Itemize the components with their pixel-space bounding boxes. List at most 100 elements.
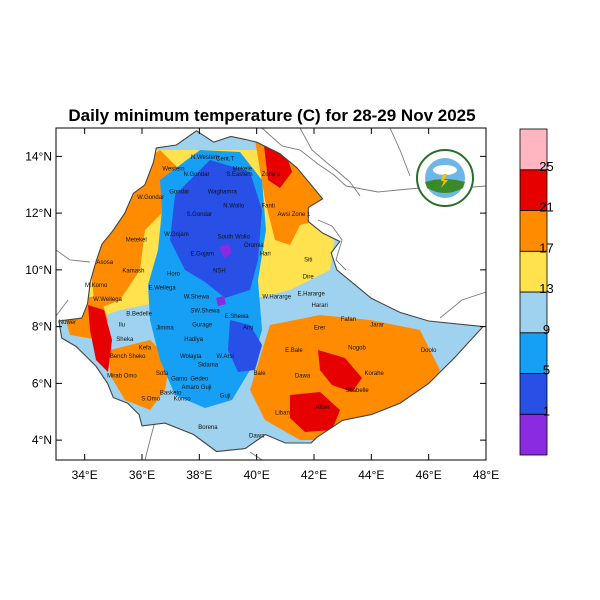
region-label: S.Omo [141, 396, 160, 402]
region-label: Asosa [96, 260, 113, 266]
y-tick-label: 12°N [25, 206, 52, 220]
region-label: Shabelle [345, 388, 369, 394]
x-tick-label: 44°E [358, 468, 384, 482]
colorbar: 1 5 9 13 17 21 25 [519, 128, 554, 456]
y-axis-ticks: 4°N 6°N 8°N 10°N 12°N 14°N [25, 149, 486, 447]
y-tick-label: 6°N [32, 376, 52, 390]
colorbar-swatch [519, 332, 548, 374]
logo-ground [425, 179, 465, 193]
region-label: Gondar [169, 189, 189, 195]
region-label: B.Bedelle [126, 311, 152, 317]
region-label: Guji [220, 394, 231, 400]
region-label: Fafan [341, 317, 356, 323]
cold-central [170, 160, 262, 298]
cloud-icon [433, 165, 457, 175]
region-label: N.Western [191, 155, 219, 161]
region-label: Arsi [243, 325, 253, 331]
map-title: Daily minimum temperature (C) for 28-29 … [68, 106, 475, 125]
y-tick-label: 4°N [32, 433, 52, 447]
logo [416, 149, 474, 207]
region-label: Dire [303, 274, 315, 280]
region-label: W.Wellega [93, 297, 122, 303]
region-label: Harari [312, 303, 328, 309]
region-label: W.Shewa [184, 294, 210, 300]
region-label: Kamash [122, 269, 144, 275]
very-hot-gambela [88, 305, 112, 372]
region-label: Ilu [119, 323, 125, 329]
region-label: Konso [174, 396, 192, 402]
region-label: M.Komo [85, 283, 108, 289]
region-label: Bale [254, 371, 267, 377]
region-label: Wolayta [180, 354, 202, 360]
colorbar-swatch [519, 373, 548, 415]
region-label: Zone 2 [262, 172, 281, 178]
region-label: Bench Sheko [110, 354, 146, 360]
region-label: Nuwer [59, 320, 76, 326]
region-label: Korahe [365, 371, 385, 377]
region-label: Dawa [295, 374, 311, 380]
region-label: W.Arsi [216, 354, 233, 360]
region-label: W.Hararge [262, 294, 291, 300]
lightning-icon [441, 174, 448, 188]
region-label: NSH [213, 269, 226, 275]
very-hot-south [290, 392, 340, 432]
colorbar-label: 17 [539, 240, 553, 255]
colorbar-label: 5 [543, 363, 550, 378]
region-label: Basketo [160, 391, 182, 397]
region-label: South Wollo [218, 235, 251, 241]
region-label: Awsi Zone 1 [277, 212, 311, 218]
region-label: Dawa [249, 433, 265, 439]
region-label: Gedeo [190, 377, 209, 383]
region-label: Borena [198, 425, 218, 431]
region-label: Metekel [126, 238, 147, 244]
region-label: S.Eastern [226, 172, 252, 178]
region-label: Cent.T [216, 157, 234, 163]
region-label: Doolo [421, 348, 437, 354]
x-tick-label: 48°E [473, 468, 499, 482]
y-tick-label: 10°N [25, 263, 52, 277]
region-label: Fanti [261, 203, 274, 209]
x-tick-label: 38°E [186, 468, 212, 482]
region-label: Mirab Omo [107, 374, 137, 380]
region-label: Sheka [116, 337, 134, 343]
region-label: Sofa [156, 371, 169, 377]
y-tick-label: 14°N [25, 149, 52, 163]
region-label: N.Wollo [223, 203, 245, 209]
region-label: Jimma [156, 325, 174, 331]
region-label: Amaro Guji [181, 385, 211, 391]
coldest-spot [216, 296, 226, 306]
region-label: Oromia [244, 243, 264, 249]
colorbar-swatch [519, 413, 548, 456]
region-label: E.Wellega [148, 286, 176, 292]
colorbar-label: 25 [539, 159, 553, 174]
region-label: E.Hararge [297, 291, 325, 297]
region-label: Erer [314, 325, 325, 331]
region-label: Gurage [192, 323, 213, 329]
x-tick-label: 34°E [72, 468, 98, 482]
colorbar-label: 1 [543, 403, 550, 418]
region-label: Jarar [370, 323, 384, 329]
region-label: E.Gojam [191, 252, 214, 258]
region-label: S.Gondar [186, 212, 212, 218]
colorbar-swatch [519, 128, 548, 171]
region-label: N.Gondar [183, 172, 209, 178]
region-label: Gamo [171, 377, 188, 383]
x-tick-label: 40°E [244, 468, 270, 482]
x-tick-label: 36°E [129, 468, 155, 482]
region-label: E.Shewa [225, 314, 250, 320]
x-tick-label: 42°E [301, 468, 327, 482]
region-label: Nogob [348, 345, 366, 351]
region-label: W.Gondar [137, 195, 164, 201]
region-label: Hari [260, 252, 271, 258]
colorbar-label: 9 [543, 322, 550, 337]
ethiopia-border [58, 130, 485, 453]
region-label: Hadiya [184, 337, 203, 343]
region-label: Western [162, 167, 184, 173]
region-label: Liban [275, 411, 290, 417]
region-label: Siti [304, 257, 312, 263]
region-label: Kefa [139, 345, 152, 351]
region-label: Mekele [233, 167, 253, 173]
y-tick-label: 8°N [32, 320, 52, 334]
